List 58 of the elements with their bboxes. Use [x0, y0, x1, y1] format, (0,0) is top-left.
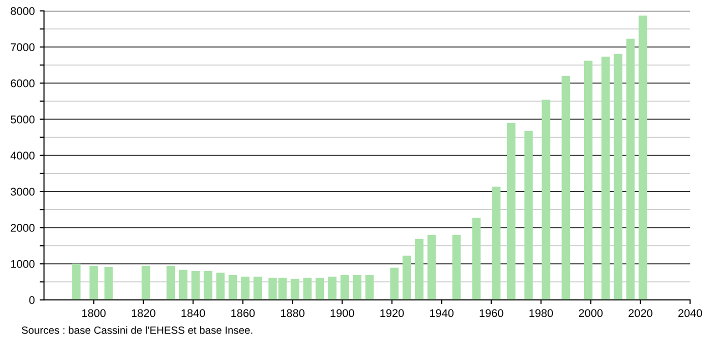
bar [166, 266, 175, 300]
x-tick-label: 1860 [231, 309, 255, 318]
bar [601, 56, 610, 300]
y-tick-label: 4000 [10, 152, 35, 160]
y-tick-label: 0 [29, 296, 35, 304]
bar [352, 274, 362, 300]
bar [365, 274, 374, 300]
bar [452, 234, 461, 300]
y-tick-label: 5000 [10, 116, 35, 124]
x-tick-label: 1940 [430, 309, 454, 318]
bar [427, 234, 436, 300]
y-tick-label: 1000 [11, 260, 35, 268]
bar [638, 16, 648, 300]
bar [415, 238, 424, 300]
x-tick-label: 1800 [82, 309, 106, 318]
bar [328, 276, 337, 300]
bar [506, 122, 516, 300]
bar [72, 264, 81, 300]
bar [542, 100, 550, 300]
bar [254, 276, 262, 300]
x-tick-label: 1960 [480, 309, 504, 318]
bar [204, 270, 212, 300]
bar [142, 266, 150, 300]
x-tick-label: 2040 [678, 309, 702, 318]
bar [89, 266, 98, 300]
x-tick-label: 1920 [380, 309, 404, 318]
bar [472, 218, 481, 300]
x-tick-label: 2020 [628, 309, 652, 318]
bar [290, 278, 300, 300]
x-tick-label: 2000 [578, 309, 603, 318]
y-tick-label: 8000 [10, 7, 35, 16]
y-tick-label: 3000 [10, 188, 35, 196]
bar [303, 278, 312, 300]
bar [562, 76, 570, 300]
x-tick-label: 1820 [132, 309, 156, 318]
bar [584, 60, 592, 300]
bar [191, 270, 200, 300]
bar [316, 278, 324, 300]
bar [402, 256, 412, 300]
x-tick-label: 1840 [182, 309, 206, 318]
bar [178, 270, 188, 300]
bar [241, 276, 250, 300]
bar [104, 267, 113, 300]
x-tick-label: 1980 [530, 309, 553, 318]
bar [390, 268, 399, 300]
bar [340, 274, 349, 300]
y-tick-label: 7000 [10, 43, 35, 52]
bar [216, 272, 225, 300]
x-tick-label: 1880 [281, 309, 304, 318]
y-tick-label: 2000 [10, 224, 35, 232]
bar [524, 130, 533, 300]
x-tick-label: 1900 [330, 309, 354, 318]
y-tick-label: 6000 [10, 79, 35, 88]
bar [228, 274, 238, 300]
bar [492, 186, 501, 300]
source-note: Sources : base Cassini de l'EHESS et base Insee. [22, 326, 252, 334]
bar [614, 54, 622, 300]
bar [626, 38, 635, 300]
